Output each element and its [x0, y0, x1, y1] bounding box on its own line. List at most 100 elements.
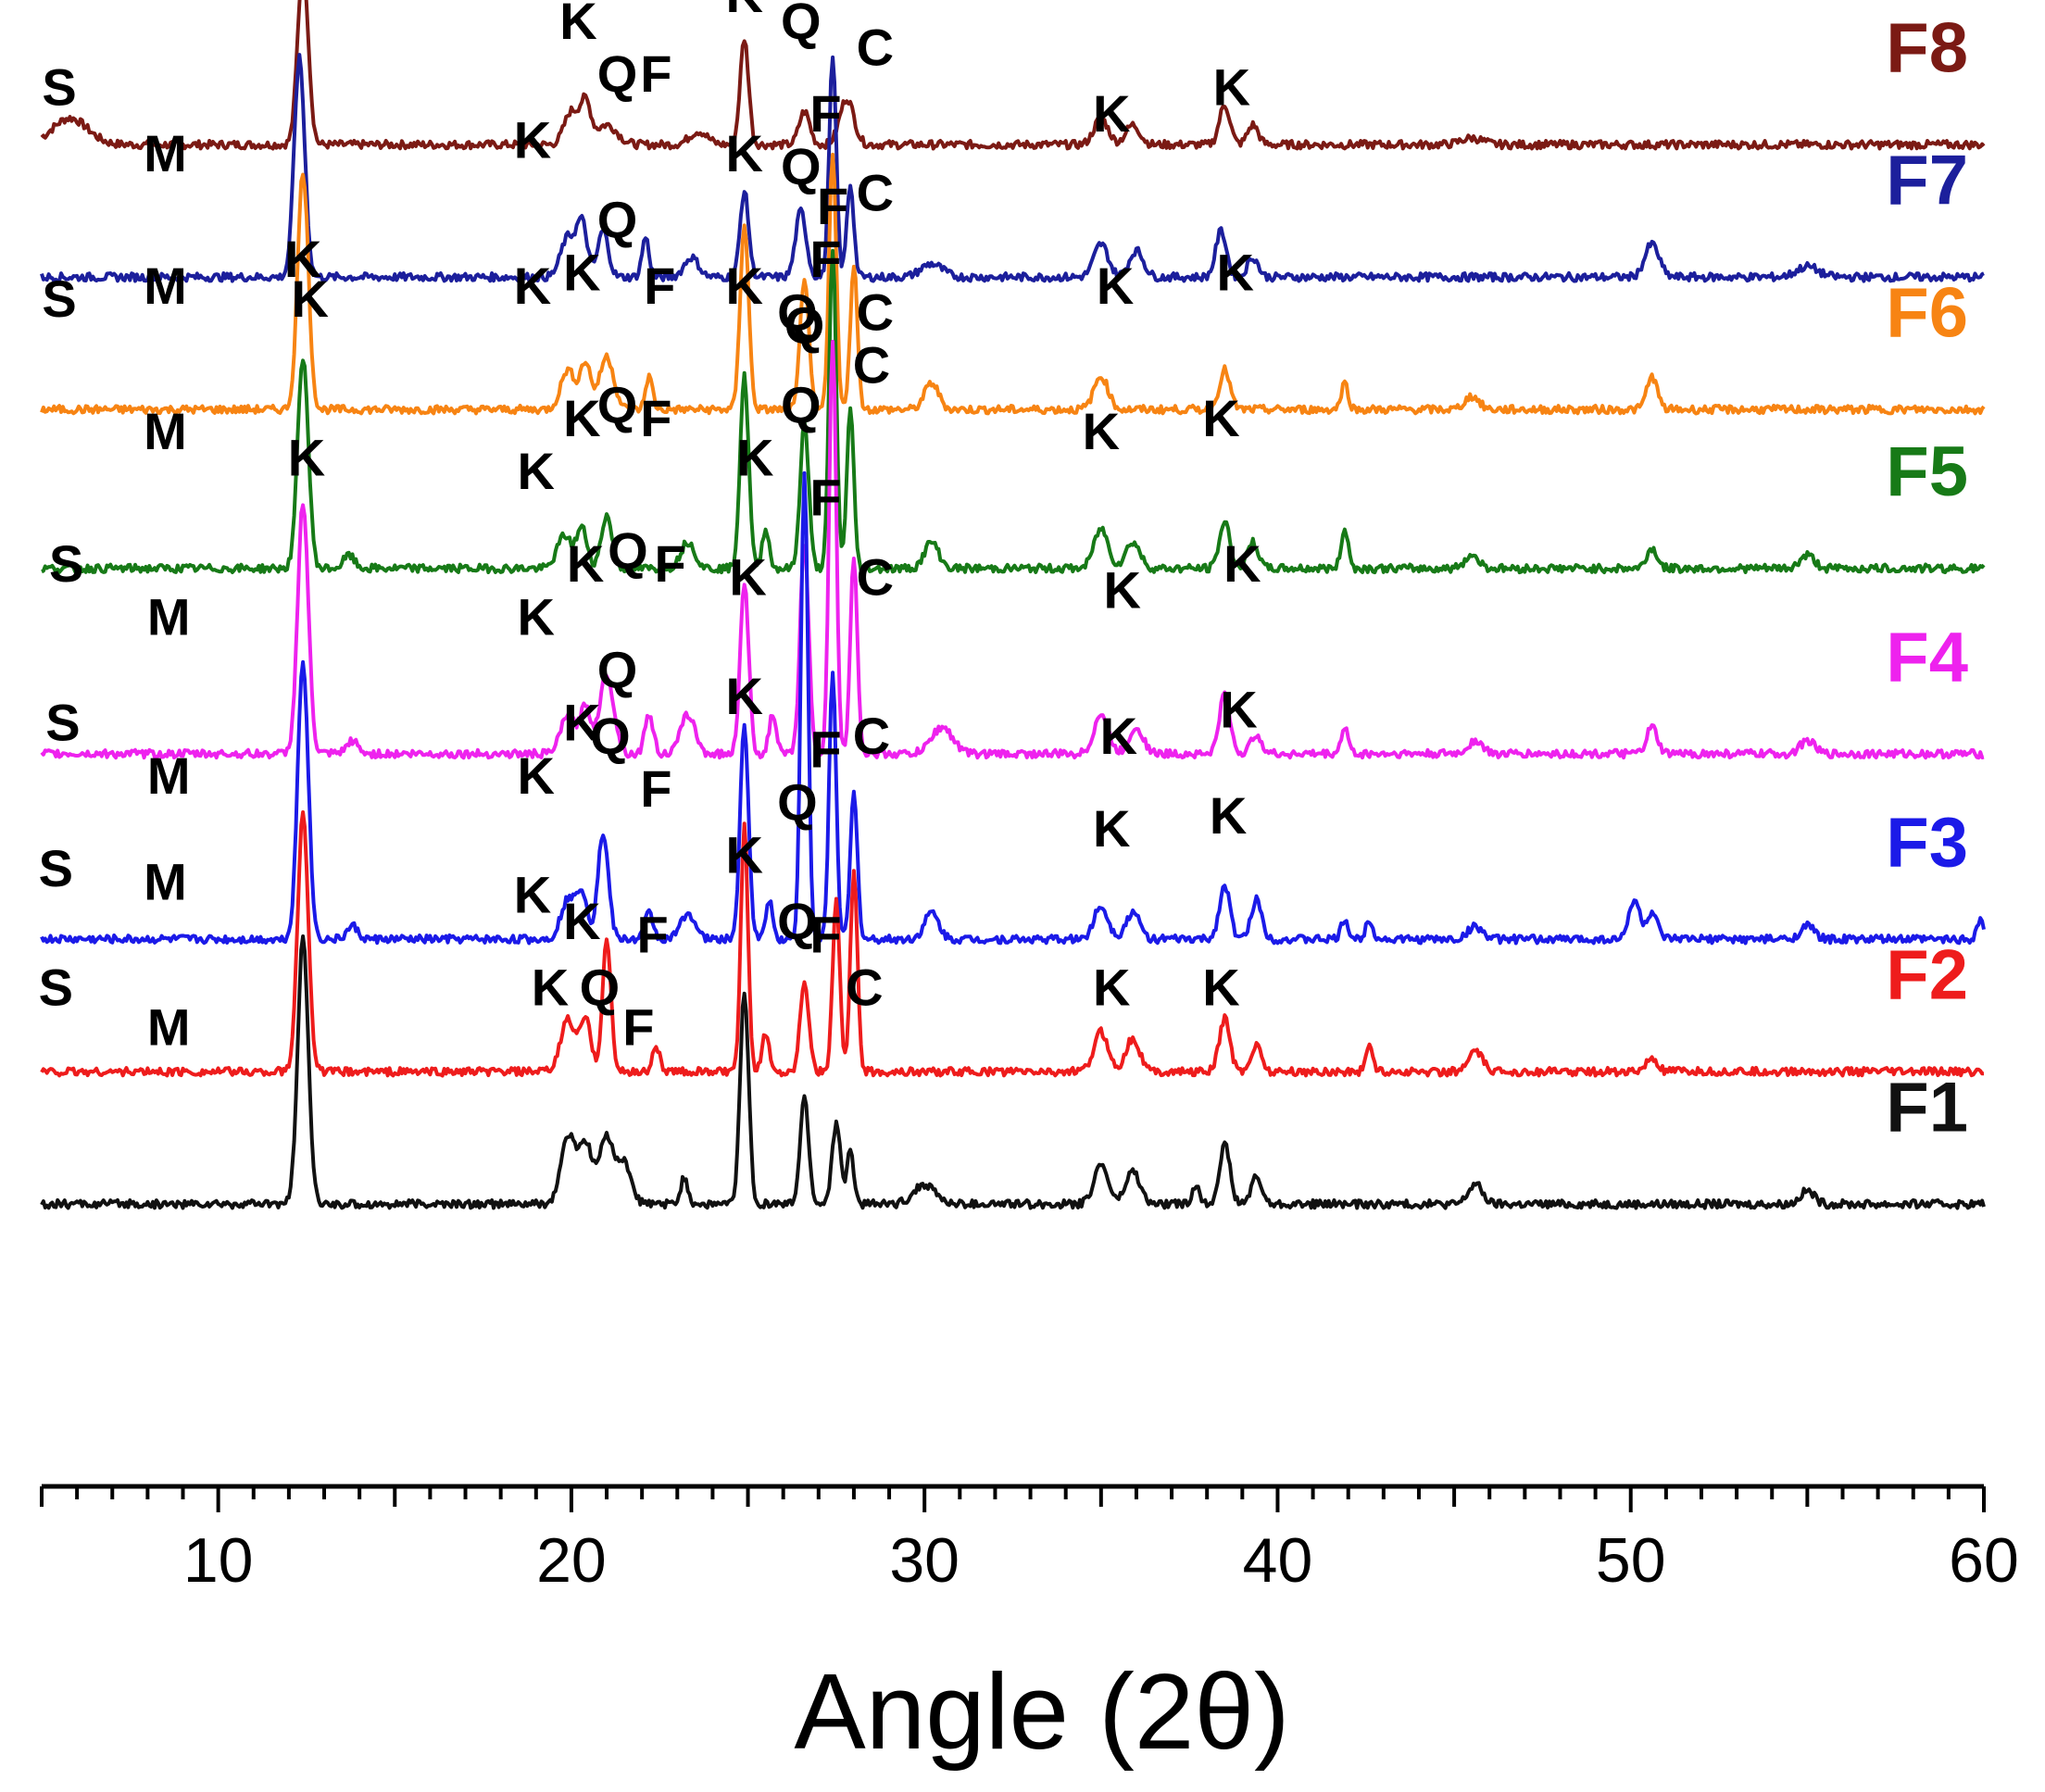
peak-label-s: S [45, 694, 80, 752]
peak-label-k: K [726, 257, 763, 315]
peak-label-m: M [144, 124, 187, 182]
series-line-f8 [40, 0, 1986, 151]
peak-label-k: K [1202, 959, 1239, 1017]
peak-label-c: C [857, 547, 894, 606]
peak-label-k: K [1093, 959, 1130, 1017]
peak-label-k: K [518, 442, 555, 500]
peak-label-k: K [514, 866, 551, 924]
peak-label-k: K [1097, 257, 1134, 315]
peak-label-m: M [144, 402, 187, 460]
peak-label-c: C [857, 164, 894, 222]
peak-label-f: F [622, 998, 654, 1057]
peak-label-k: K [563, 892, 600, 950]
peak-label-f: F [817, 177, 848, 235]
peak-label-q: Q [608, 521, 648, 580]
peak-label-f: F [809, 906, 841, 964]
peak-label-k: K [1100, 707, 1137, 765]
peak-label-s: S [49, 534, 83, 593]
peak-label-f: F [640, 389, 671, 447]
series-labels-layer: F8 F7 F6 F5 F4 F3 F2 F1 [1886, 9, 1968, 1147]
peak-label-q: Q [580, 959, 621, 1017]
series-label-f4: F4 [1886, 618, 1968, 696]
x-tick-label: 40 [1243, 1525, 1313, 1596]
peak-label-f: F [640, 759, 671, 818]
peak-label-k: K [1220, 680, 1257, 738]
peak-label-k: K [563, 244, 600, 302]
x-tick-label: 60 [1949, 1525, 2019, 1596]
series-label-f1: F1 [1886, 1069, 1968, 1147]
series-line-f3 [40, 470, 1986, 946]
x-tick-label: 20 [536, 1525, 607, 1596]
traces-layer [40, 0, 1986, 1210]
series-label-f8: F8 [1886, 9, 1968, 88]
peak-label-k: K [288, 429, 325, 487]
x-tick-label: 30 [889, 1525, 960, 1596]
peak-label-k: K [1103, 561, 1140, 620]
peak-label-k: K [292, 269, 329, 328]
peak-label-s: S [42, 269, 76, 328]
peak-label-c: C [846, 959, 883, 1017]
peak-label-m: M [147, 998, 191, 1057]
peak-label-q: Q [781, 0, 822, 50]
series-line-f6 [40, 152, 1986, 416]
peak-label-k: K [729, 547, 766, 606]
peak-label-k: K [726, 124, 763, 182]
peak-label-k: K [518, 746, 555, 805]
peak-label-m: M [144, 257, 187, 315]
series-label-f2: F2 [1886, 936, 1968, 1015]
peak-label-s: S [39, 959, 73, 1017]
peak-label-q: Q [781, 137, 822, 195]
peak-label-q: Q [777, 892, 818, 950]
peak-label-k: K [284, 230, 321, 288]
series-line-f2 [40, 810, 1985, 1078]
peak-label-q: Q [590, 707, 631, 765]
peak-label-f: F [809, 469, 841, 527]
peak-label-c: C [853, 336, 890, 395]
peak-label-k: K [1202, 389, 1239, 447]
peak-label-k: K [514, 257, 551, 315]
peak-label-k: K [1093, 84, 1130, 143]
x-axis-label: Angle (2θ) [794, 1651, 1289, 1772]
series-line-f5 [41, 248, 1986, 575]
peak-label-k: K [563, 389, 600, 447]
peak-label-k: K [1093, 799, 1130, 858]
peak-label-m: M [147, 746, 191, 805]
peak-label-c: C [853, 707, 890, 765]
peak-label-q: Q [597, 641, 638, 699]
peak-label-k: K [1213, 57, 1250, 116]
peak-label-s: S [39, 839, 73, 897]
peak-label-f: F [809, 720, 841, 778]
peak-label-f: F [655, 534, 686, 593]
peak-label-q: Q [784, 296, 825, 355]
peak-label-q: Q [781, 376, 822, 434]
series-label-f5: F5 [1886, 432, 1968, 511]
peak-label-k: K [736, 429, 773, 487]
peak-label-c: C [857, 282, 894, 341]
peak-label-k: K [532, 959, 569, 1017]
peak-label-m: M [144, 852, 187, 910]
x-axis: 10 20 30 40 50 60 [40, 1484, 2019, 1596]
peak-label-q: Q [777, 282, 818, 341]
peak-label-m: M [147, 587, 191, 645]
peak-label-f: F [636, 906, 668, 964]
series-label-f7: F7 [1886, 142, 1968, 220]
series-line-f1 [40, 934, 1986, 1210]
peak-label-f: F [809, 84, 841, 143]
peak-label-k: K [1210, 786, 1247, 845]
peak-label-q: Q [597, 44, 638, 103]
peak-label-k: K [1083, 402, 1120, 460]
series-label-f3: F3 [1886, 804, 1968, 883]
x-tick-label: 10 [183, 1525, 254, 1596]
series-label-f6: F6 [1886, 274, 1968, 353]
peak-label-s: S [42, 57, 76, 116]
peak-label-k: K [1216, 244, 1253, 302]
peak-label-k: K [518, 587, 555, 645]
x-tick-label: 50 [1596, 1525, 1666, 1596]
peak-label-k: K [514, 111, 551, 169]
peak-label-k: K [726, 0, 763, 23]
peak-label-k: K [726, 667, 763, 725]
peak-labels-layer: SMKKKQFKQFCKKSMKKQFKQCKKSMKKQFKQFCKKKMKK… [39, 0, 1261, 1057]
peak-label-f: F [640, 44, 671, 103]
peak-label-k: K [567, 534, 604, 593]
